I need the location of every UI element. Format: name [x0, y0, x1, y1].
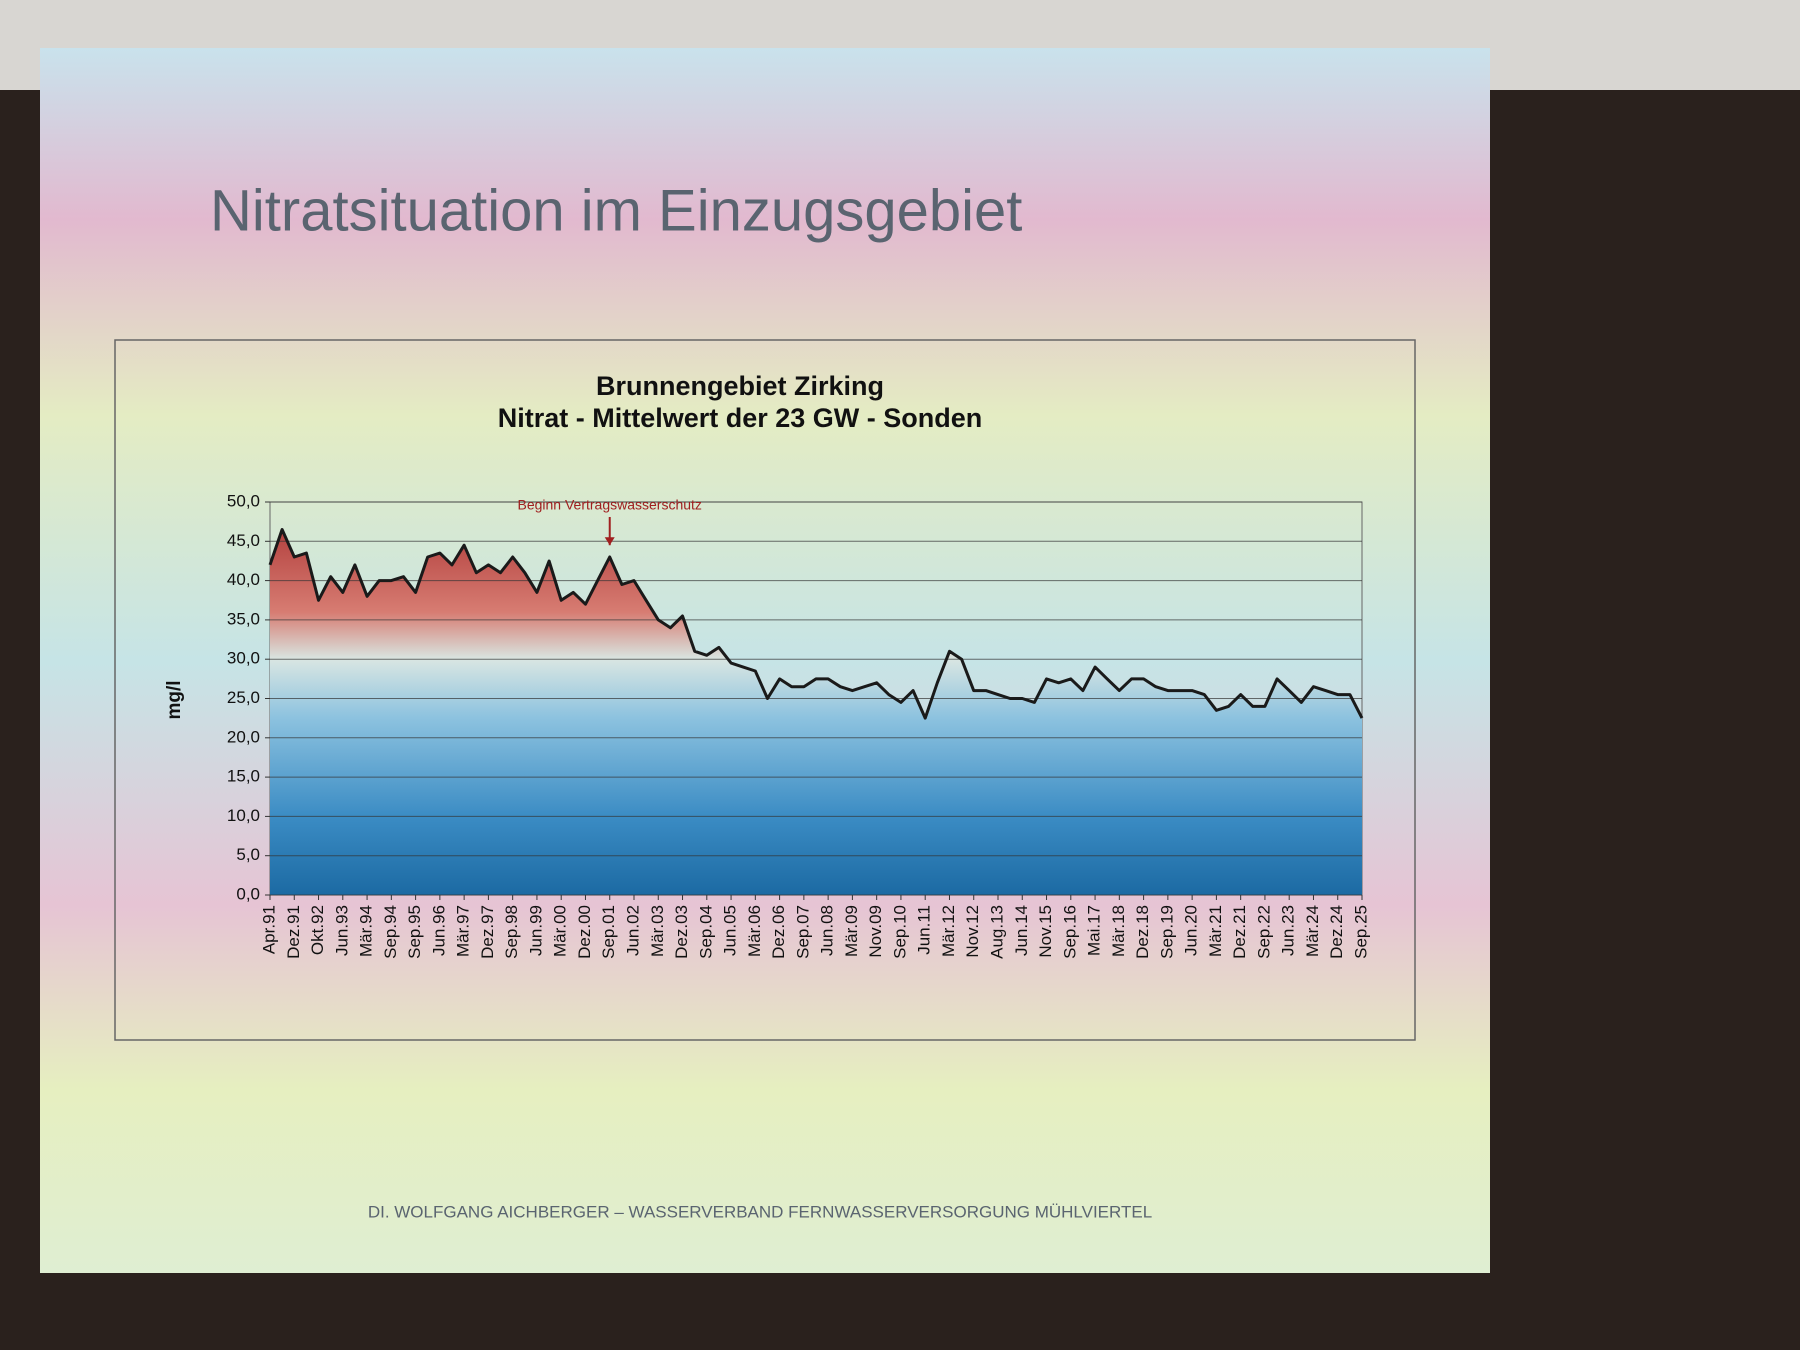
x-tick-label: Jun.05 — [721, 905, 740, 956]
x-tick-label: Mär.06 — [745, 905, 764, 957]
x-tick-label: Okt.92 — [308, 905, 327, 955]
x-tick-label: Dez.06 — [769, 905, 788, 959]
x-tick-label: Jun.11 — [915, 905, 934, 955]
annotation: Beginn Vertragswasserschutz — [518, 497, 702, 513]
x-tick-label: Nov.09 — [866, 905, 885, 958]
x-tick-label: Jun.14 — [1012, 905, 1031, 956]
x-tick-label: Sep.19 — [1157, 905, 1176, 959]
x-tick-label: Dez.00 — [575, 905, 594, 959]
x-tick-label: Sep.94 — [381, 905, 400, 959]
y-tick-label: 35,0 — [227, 609, 260, 628]
x-tick-label: Dez.24 — [1327, 905, 1346, 959]
x-tick-label: Mär.18 — [1109, 905, 1128, 957]
x-tick-label: Jun.08 — [818, 905, 837, 956]
x-tick-label: Sep.07 — [793, 905, 812, 959]
x-tick-label: Mär.21 — [1206, 905, 1225, 957]
x-tick-label: Sep.95 — [405, 905, 424, 959]
y-tick-label: 40,0 — [227, 570, 260, 589]
y-tick-label: 45,0 — [227, 531, 260, 550]
x-tick-label: Jun.20 — [1182, 905, 1201, 956]
x-tick-label: Mär.24 — [1303, 905, 1322, 957]
x-tick-label: Sep.22 — [1254, 905, 1273, 959]
x-tick-label: Apr.91 — [259, 905, 278, 954]
x-tick-label: Mai.17 — [1085, 905, 1104, 956]
x-tick-label: Dez.97 — [478, 905, 497, 959]
chart-frame — [114, 339, 1416, 1041]
x-tick-label: Dez.21 — [1230, 905, 1249, 959]
x-tick-label: Sep.16 — [1060, 905, 1079, 959]
x-tick-label: Mär.97 — [454, 905, 473, 957]
annotation-arrowhead — [604, 537, 615, 546]
x-tick-label: Mär.94 — [357, 905, 376, 957]
x-tick-label: Dez.18 — [1133, 905, 1152, 959]
line — [268, 528, 1364, 720]
x-tick-label: Mär.12 — [939, 905, 958, 957]
x-tick-label: Sep.01 — [599, 905, 618, 959]
x-tick-label: Mär.03 — [648, 905, 667, 957]
area — [270, 529, 1362, 895]
x-tick-label: Jun.93 — [332, 905, 351, 956]
y-axis-label: mg/l — [164, 680, 185, 719]
y-tick-label: 20,0 — [227, 727, 260, 746]
slide-footer: DI. WOLFGANG AICHBERGER – WASSERVERBAND … — [368, 1202, 1152, 1221]
x-tick-label: Mär.00 — [551, 905, 570, 957]
y-tick-label: 0,0 — [236, 884, 260, 903]
x-tick-label: Sep.04 — [696, 905, 715, 959]
x-tick-label: Sep.25 — [1351, 905, 1370, 959]
x-tick-label: Nov.15 — [1036, 905, 1055, 958]
chart-title: Brunnengebiet Zirking — [596, 371, 884, 401]
x-tick-label: Mär.09 — [842, 905, 861, 957]
x-tick-label: Jun.99 — [526, 905, 545, 956]
x-tick-label: Jun.02 — [623, 905, 642, 956]
y-tick-label: 30,0 — [227, 649, 260, 668]
x-tick-label: Sep.10 — [890, 905, 909, 959]
slide-title: Nitratsituation im Einzugsgebiet — [210, 178, 1022, 243]
x-tick-label: Dez.03 — [672, 905, 691, 959]
y-tick-label: 25,0 — [227, 688, 260, 707]
x-tick-label: Dez.91 — [284, 905, 303, 959]
x-tick-label: Sep.98 — [502, 905, 521, 959]
y-tick-label: 50,0 — [227, 491, 260, 510]
x-tick-label: Jun.96 — [429, 905, 448, 956]
y-tick-label: 15,0 — [227, 767, 260, 786]
y-tick-label: 10,0 — [227, 806, 260, 825]
x-tick-label: Aug.13 — [987, 905, 1006, 959]
chart-subtitle: Nitrat - Mittelwert der 23 GW - Sonden — [498, 403, 983, 433]
x-tick-label: Jun.23 — [1279, 905, 1298, 956]
y-tick-label: 5,0 — [236, 845, 260, 864]
x-tick-label: Nov.12 — [963, 905, 982, 958]
